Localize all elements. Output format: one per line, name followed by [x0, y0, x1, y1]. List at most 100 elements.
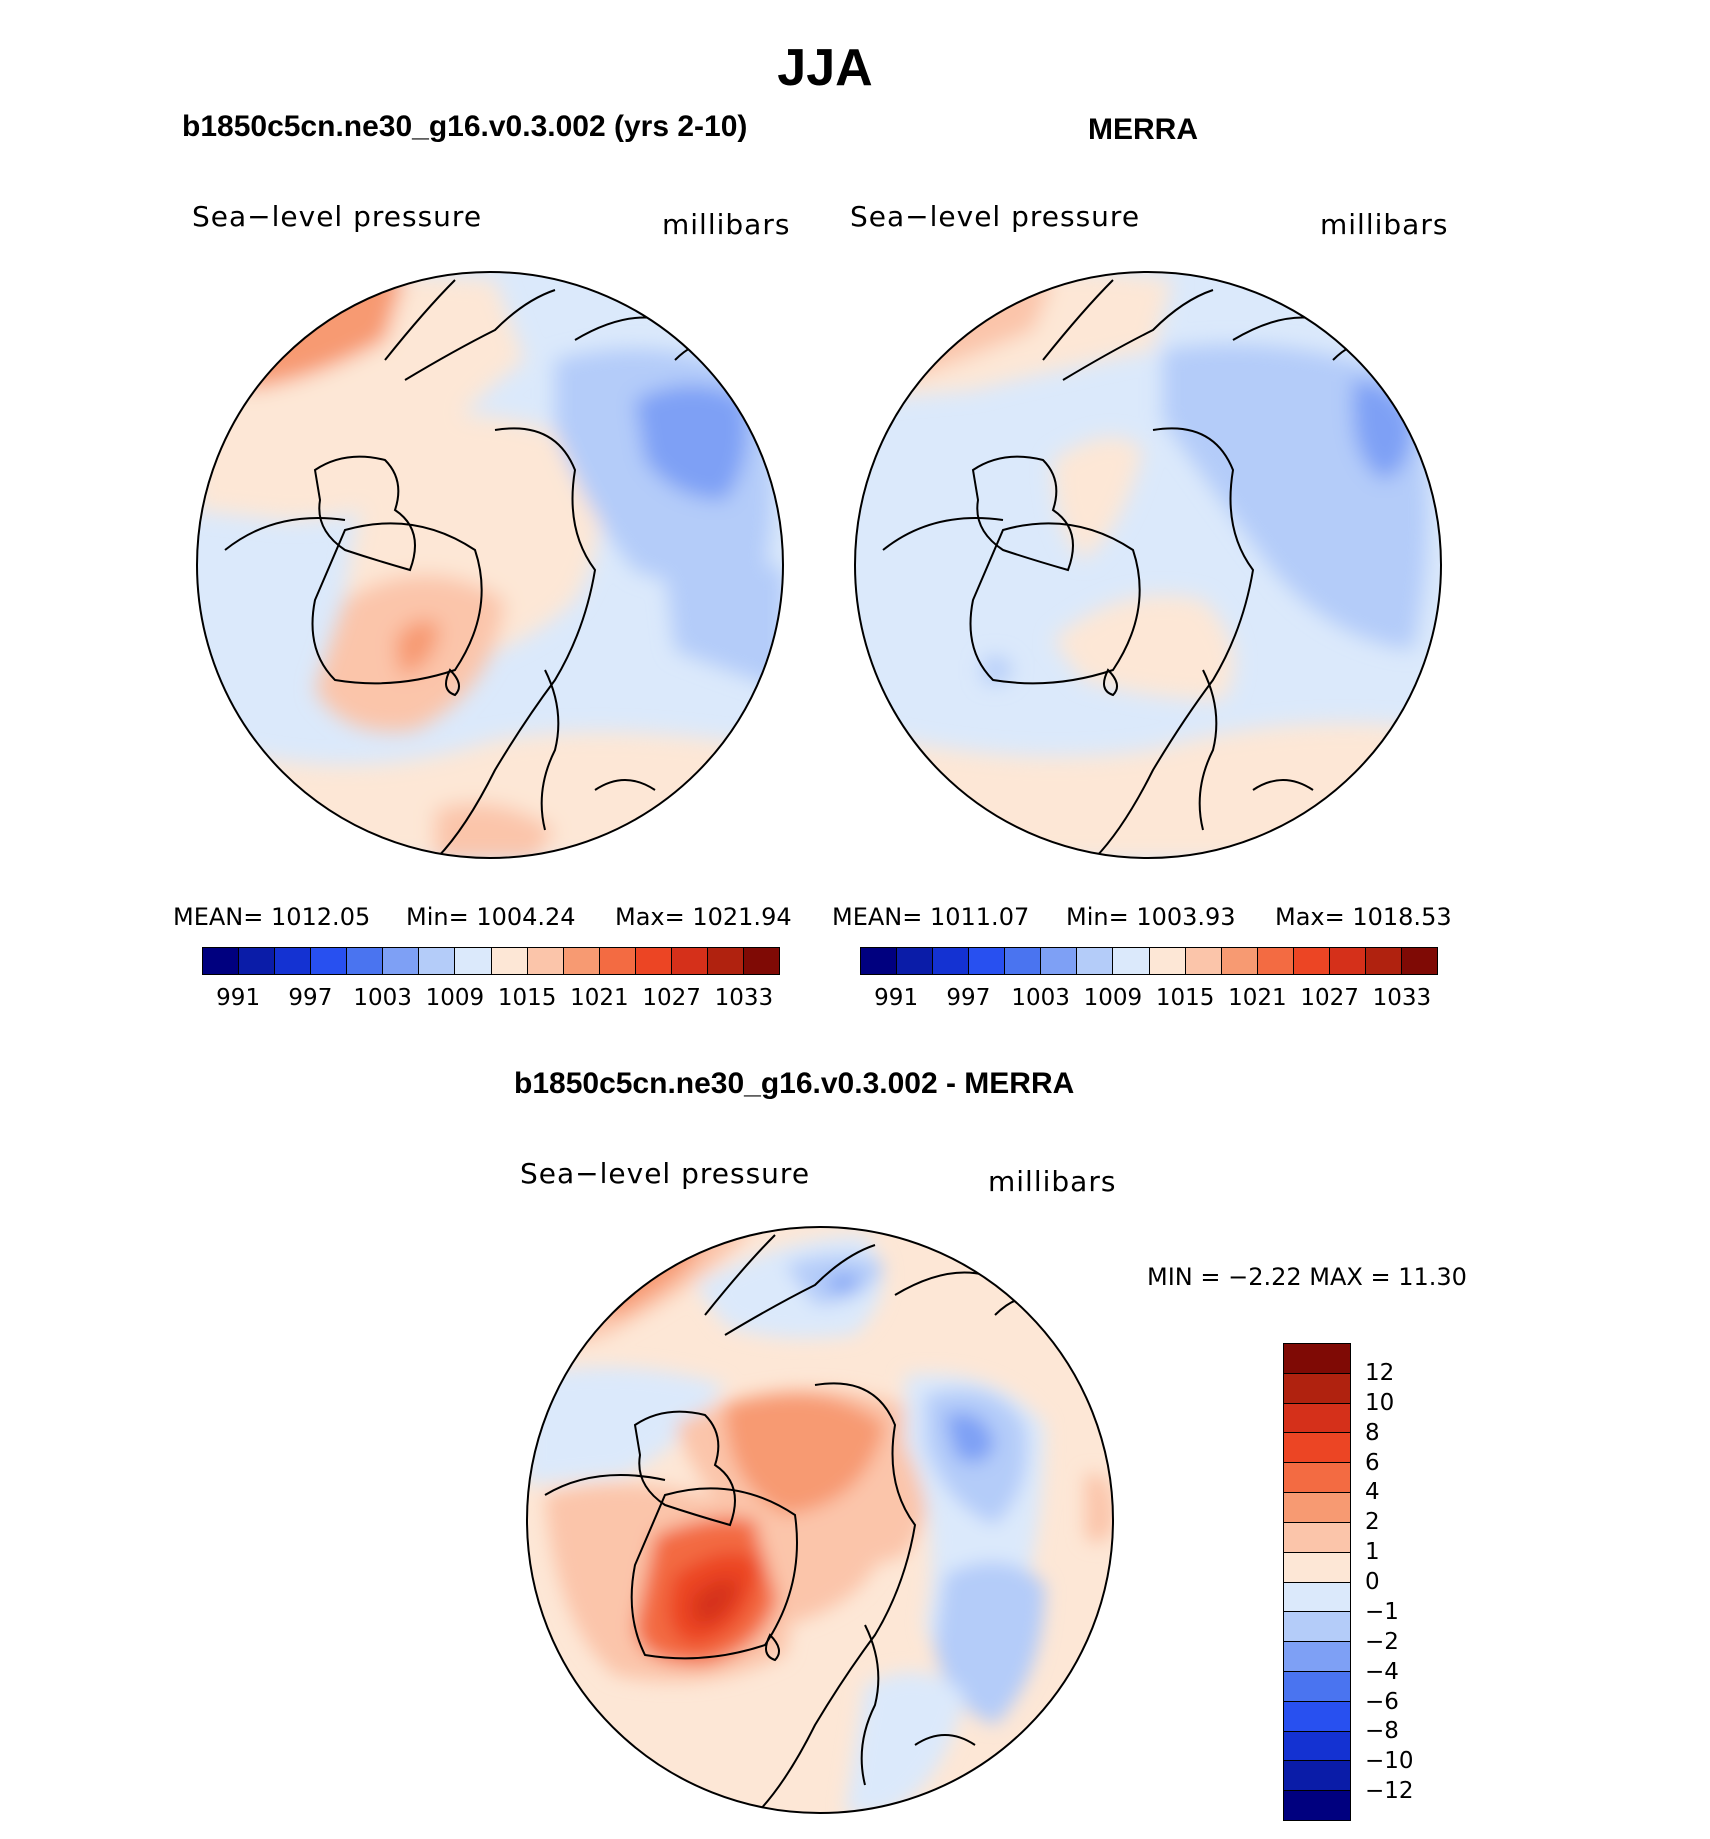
colorbar-swatch — [1284, 1522, 1350, 1553]
colorbar-swatch — [203, 948, 240, 974]
stats-max-obs: Max= 1018.53 — [1275, 903, 1452, 931]
stats-max-model: Max= 1021.94 — [615, 903, 792, 931]
colorbar-swatch — [383, 948, 420, 974]
colorbar-tick-label: 1033 — [1372, 985, 1432, 1011]
units-label-obs: millibars — [1320, 208, 1449, 241]
colorbar-tick-label: 1021 — [570, 985, 629, 1011]
colorbar-tick-label: 991 — [874, 985, 919, 1011]
variable-label-model: Sea−level pressure — [192, 200, 483, 233]
colorbar-swatch — [347, 948, 384, 974]
colorbar-swatch — [1284, 1373, 1350, 1404]
variable-label-diff: Sea−level pressure — [520, 1157, 811, 1190]
colorbar-swatch — [1005, 948, 1042, 974]
colorbar-tick-label: 997 — [288, 985, 333, 1011]
colorbar-swatch — [1284, 1344, 1350, 1374]
stats-mean-obs: MEAN= 1011.07 — [832, 903, 1030, 931]
colorbar-tick-label: 1027 — [642, 985, 701, 1011]
colorbar-tick-label: −6 — [1365, 1688, 1399, 1715]
colorbar-swatch — [1284, 1582, 1350, 1613]
colorbar-tick-label: 1009 — [425, 985, 485, 1011]
colorbar-swatch — [671, 948, 708, 974]
colorbar-swatch — [1284, 1642, 1350, 1672]
colorbar-tick-label: 0 — [1365, 1569, 1380, 1595]
polar-map-diff — [526, 1226, 1114, 1814]
colorbar-swatch — [707, 948, 744, 974]
colorbar-swatch — [1221, 948, 1258, 974]
stats-mean-model: MEAN= 1012.05 — [173, 903, 371, 931]
colorbar-tick-label: 1015 — [1155, 985, 1215, 1011]
colorbar-tick-label: 1 — [1365, 1539, 1380, 1566]
colorbar-diff — [1283, 1343, 1351, 1821]
colorbar-swatch — [897, 948, 934, 974]
colorbar-swatch — [455, 948, 492, 974]
colorbar-swatch — [1284, 1701, 1350, 1732]
units-label-model: millibars — [662, 208, 791, 241]
colorbar-tick-label: 6 — [1365, 1449, 1380, 1476]
colorbar-tick-label: 8 — [1365, 1419, 1380, 1446]
colorbar-swatch — [1284, 1791, 1350, 1820]
colorbar-tick-label: −4 — [1365, 1658, 1399, 1685]
colorbar-tick-label: 1015 — [497, 985, 557, 1011]
colorbar-swatch — [1185, 948, 1222, 974]
colorbar-tick-label: 1033 — [714, 985, 774, 1011]
colorbar-tick-label: −1 — [1365, 1598, 1399, 1625]
colorbar-swatch — [1284, 1731, 1350, 1762]
colorbar-obs — [860, 947, 1438, 975]
colorbar-swatch — [1149, 948, 1186, 974]
colorbar-tick-label: 1003 — [353, 985, 412, 1011]
colorbar-swatch — [1293, 948, 1330, 974]
colorbar-tick-label: 10 — [1365, 1389, 1395, 1416]
colorbar-tick-label: −2 — [1365, 1628, 1399, 1655]
colorbar-swatch — [635, 948, 672, 974]
figure-title: JJA — [777, 39, 873, 97]
stats-minmax-diff: MIN = −2.22 MAX = 11.30 — [1147, 1263, 1467, 1291]
colorbar-tick-label: −12 — [1365, 1778, 1414, 1805]
colorbar-swatch — [933, 948, 970, 974]
colorbar-swatch — [861, 948, 898, 974]
colorbar-swatch — [239, 948, 276, 974]
colorbar-swatch — [1257, 948, 1294, 974]
colorbar-swatch — [1284, 1493, 1350, 1523]
colorbar-swatch — [311, 948, 348, 974]
colorbar-tick-label: −10 — [1365, 1748, 1414, 1775]
polar-map-model — [196, 271, 784, 859]
colorbar-swatch — [1041, 948, 1078, 974]
panel-title-diff: b1850c5cn.ne30_g16.v0.3.002 - MERRA — [514, 1067, 1075, 1100]
stats-min-obs: Min= 1003.93 — [1066, 903, 1236, 931]
colorbar-swatch — [1077, 948, 1114, 974]
colorbar-swatch — [599, 948, 636, 974]
colorbar-swatch — [1284, 1612, 1350, 1643]
colorbar-tick-label: 997 — [946, 985, 991, 1011]
colorbar-tick-label: −8 — [1365, 1718, 1399, 1745]
colorbar-tick-label: 12 — [1365, 1359, 1395, 1386]
colorbar-tick-label: 1009 — [1083, 985, 1143, 1011]
colorbar-tick-label: 1021 — [1228, 985, 1287, 1011]
colorbar-swatch — [1284, 1761, 1350, 1792]
variable-label-obs: Sea−level pressure — [850, 200, 1141, 233]
colorbar-swatch — [275, 948, 312, 974]
panel-title-model: b1850c5cn.ne30_g16.v0.3.002 (yrs 2-10) — [182, 110, 748, 143]
colorbar-tick-label: 1003 — [1011, 985, 1070, 1011]
colorbar-swatch — [743, 948, 779, 974]
colorbar-swatch — [1365, 948, 1402, 974]
colorbar-tick-label: 991 — [216, 985, 261, 1011]
stats-min-model: Min= 1004.24 — [406, 903, 576, 931]
colorbar-swatch — [1329, 948, 1366, 974]
colorbar-swatch — [1284, 1463, 1350, 1494]
colorbar-tick-label: 1027 — [1300, 985, 1359, 1011]
colorbar-tick-label: 2 — [1365, 1509, 1380, 1536]
colorbar-swatch — [1113, 948, 1150, 974]
colorbar-swatch — [491, 948, 528, 974]
colorbar-swatch — [1284, 1403, 1350, 1434]
colorbar-swatch — [419, 948, 456, 974]
colorbar-swatch — [1284, 1552, 1350, 1583]
colorbar-swatch — [527, 948, 564, 974]
units-label-diff: millibars — [988, 1165, 1117, 1198]
colorbar-swatch — [1401, 948, 1437, 974]
polar-map-obs — [854, 271, 1442, 859]
colorbar-swatch — [1284, 1433, 1350, 1464]
colorbar-model — [202, 947, 780, 975]
colorbar-swatch — [969, 948, 1006, 974]
panel-title-obs: MERRA — [1088, 113, 1198, 146]
colorbar-swatch — [1284, 1671, 1350, 1702]
